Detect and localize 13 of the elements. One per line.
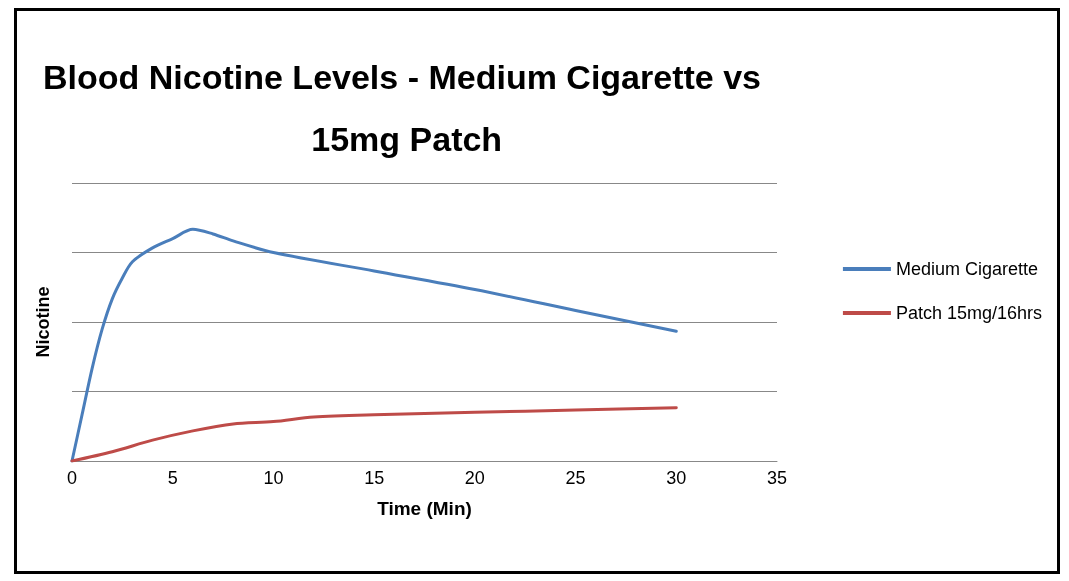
chart-title: Blood Nicotine Levels - Medium Cigarette vs 15mg Patch — [43, 58, 761, 158]
x-tick-label: 30 — [666, 468, 687, 488]
x-tick-label: 35 — [766, 468, 788, 488]
x-axis-title: Time (Min) — [377, 498, 472, 519]
y-axis-title: Nicotine — [33, 286, 53, 358]
legend-label: Patch 15mg/16hrs — [895, 303, 1043, 323]
x-tick-label: 5 — [167, 468, 178, 488]
x-tick-label: 15 — [364, 468, 385, 488]
legend-label: Medium Cigarette — [895, 259, 1038, 279]
x-tick-label: 20 — [464, 468, 485, 488]
x-tick-label: 10 — [263, 468, 284, 488]
x-tick-label: 25 — [565, 468, 586, 488]
x-tick-label: 0 — [66, 468, 78, 488]
